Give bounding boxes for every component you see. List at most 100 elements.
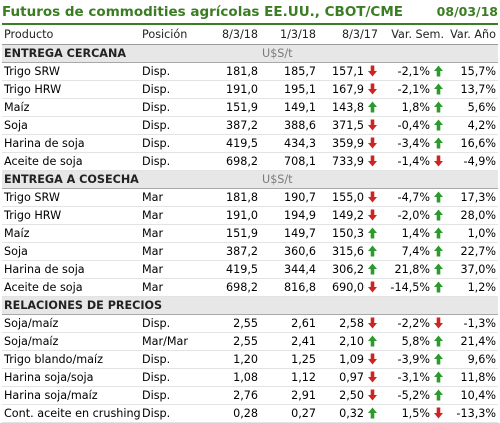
green-up-arrow-icon bbox=[434, 83, 443, 95]
green-up-arrow-icon bbox=[434, 335, 443, 347]
var-semanal-value: -1,4% bbox=[397, 155, 430, 168]
red-down-arrow-icon bbox=[434, 155, 443, 167]
red-down-arrow-icon bbox=[368, 209, 377, 221]
table-row: Harina soja/maíz Disp. 2,76 2,91 2,50 -5,2% 10… bbox=[2, 386, 498, 405]
var-semanal: -2,1% bbox=[380, 80, 446, 99]
price-year-ago: 150,3 bbox=[318, 224, 380, 243]
section-unit bbox=[260, 296, 498, 315]
green-up-arrow-icon bbox=[368, 407, 377, 419]
price-current: 191,0 bbox=[202, 206, 260, 225]
title-divider bbox=[2, 23, 498, 25]
var-semanal-value: -3,9% bbox=[397, 353, 430, 366]
var-semanal-value: 21,8% bbox=[394, 263, 430, 276]
price-year-ago: 371,5 bbox=[318, 116, 380, 135]
green-up-arrow-icon bbox=[434, 65, 443, 77]
price-year-ago: 157,1 bbox=[318, 62, 380, 81]
red-down-arrow-icon bbox=[368, 137, 377, 149]
red-down-arrow-icon bbox=[434, 407, 443, 419]
position: Mar bbox=[140, 188, 202, 207]
price-current: 2,55 bbox=[202, 332, 260, 351]
price-year-ago-value: 315,6 bbox=[331, 245, 364, 258]
price-year-ago-value: 733,9 bbox=[331, 155, 364, 168]
red-down-arrow-icon bbox=[368, 119, 377, 131]
table-row: Aceite de soja Mar 698,2 816,8 690,0 -14,5% 1,… bbox=[2, 278, 498, 297]
report-date: 08/03/18 bbox=[436, 4, 498, 19]
price-year-ago-value: 306,2 bbox=[331, 263, 364, 276]
section-unit: U$S/t bbox=[260, 170, 498, 189]
position: Disp. bbox=[140, 152, 202, 171]
col-header-posicion: Posición bbox=[140, 25, 202, 45]
position: Mar bbox=[140, 206, 202, 225]
var-semanal-value: -2,1% bbox=[397, 65, 430, 78]
price-year-ago-value: 2,50 bbox=[339, 389, 364, 402]
product-name: Harina soja/soja bbox=[2, 368, 140, 387]
position: Disp. bbox=[140, 314, 202, 333]
var-semanal: -3,9% bbox=[380, 350, 446, 369]
price-year-ago: 143,8 bbox=[318, 98, 380, 117]
green-up-arrow-icon bbox=[434, 353, 443, 365]
table-row: Maíz Disp. 151,9 149,1 143,8 1,8% 5,6% bbox=[2, 98, 498, 117]
price-year-ago: 2,58 bbox=[318, 314, 380, 333]
green-up-arrow-icon bbox=[434, 119, 443, 131]
var-anual: 16,6% bbox=[446, 134, 498, 153]
section-title: RELACIONES DE PRECIOS bbox=[2, 296, 260, 315]
price-week-ago: 2,91 bbox=[260, 386, 318, 405]
price-year-ago-value: 143,8 bbox=[331, 101, 364, 114]
position: Mar/Mar bbox=[140, 332, 202, 351]
table-row: Trigo HRW Mar 191,0 194,9 149,2 -2,0% 28,0% bbox=[2, 206, 498, 225]
product-name: Cont. aceite en crushing bbox=[2, 404, 140, 423]
table-row: Soja Disp. 387,2 388,6 371,5 -0,4% 4,2% bbox=[2, 116, 498, 135]
product-name: Trigo SRW bbox=[2, 188, 140, 207]
price-year-ago-value: 690,0 bbox=[331, 281, 364, 294]
var-semanal-value: 1,5% bbox=[401, 407, 430, 420]
product-name: Soja/maíz bbox=[2, 314, 140, 333]
var-semanal: 7,4% bbox=[380, 242, 446, 261]
price-week-ago: 190,7 bbox=[260, 188, 318, 207]
product-name: Soja/maíz bbox=[2, 332, 140, 351]
price-year-ago: 0,32 bbox=[318, 404, 380, 423]
price-current: 2,55 bbox=[202, 314, 260, 333]
price-year-ago-value: 2,10 bbox=[339, 335, 364, 348]
var-semanal-value: -0,4% bbox=[397, 119, 430, 132]
price-current: 698,2 bbox=[202, 278, 260, 297]
product-name: Soja bbox=[2, 116, 140, 135]
price-year-ago-value: 149,2 bbox=[331, 209, 364, 222]
price-year-ago-value: 0,32 bbox=[339, 407, 364, 420]
position: Disp. bbox=[140, 404, 202, 423]
price-week-ago: 149,7 bbox=[260, 224, 318, 243]
var-semanal-value: -2,0% bbox=[397, 209, 430, 222]
price-week-ago: 1,12 bbox=[260, 368, 318, 387]
var-anual: -13,3% bbox=[446, 404, 498, 423]
price-current: 1,20 bbox=[202, 350, 260, 369]
var-anual: 1,2% bbox=[446, 278, 498, 297]
green-up-arrow-icon bbox=[368, 263, 377, 275]
var-semanal: -1,4% bbox=[380, 152, 446, 171]
price-year-ago: 2,50 bbox=[318, 386, 380, 405]
price-week-ago: 149,1 bbox=[260, 98, 318, 117]
position: Disp. bbox=[140, 62, 202, 81]
var-semanal: -3,4% bbox=[380, 134, 446, 153]
section-unit: U$S/t bbox=[260, 44, 498, 63]
product-name: Trigo SRW bbox=[2, 62, 140, 81]
price-week-ago: 2,41 bbox=[260, 332, 318, 351]
var-anual: -4,9% bbox=[446, 152, 498, 171]
var-semanal-value: -2,2% bbox=[397, 317, 430, 330]
price-current: 387,2 bbox=[202, 116, 260, 135]
var-anual: 15,7% bbox=[446, 62, 498, 81]
product-name: Maíz bbox=[2, 224, 140, 243]
var-anual: 11,8% bbox=[446, 368, 498, 387]
var-semanal-value: 7,4% bbox=[401, 245, 430, 258]
section-title: ENTREGA CERCANA bbox=[2, 44, 260, 63]
var-anual: 37,0% bbox=[446, 260, 498, 279]
table-row: Trigo SRW Disp. 181,8 185,7 157,1 -2,1% 15,7% bbox=[2, 62, 498, 81]
table-body: ENTREGA CERCANA U$S/t Trigo SRW Disp. 181,8 1… bbox=[2, 44, 498, 423]
price-current: 151,9 bbox=[202, 224, 260, 243]
green-up-arrow-icon bbox=[434, 263, 443, 275]
table-row: Aceite de soja Disp. 698,2 708,1 733,9 -1,4% -… bbox=[2, 152, 498, 171]
price-current: 419,5 bbox=[202, 134, 260, 153]
price-year-ago: 733,9 bbox=[318, 152, 380, 171]
red-down-arrow-icon bbox=[368, 65, 377, 77]
price-year-ago: 315,6 bbox=[318, 242, 380, 261]
section-header: RELACIONES DE PRECIOS bbox=[2, 296, 498, 315]
